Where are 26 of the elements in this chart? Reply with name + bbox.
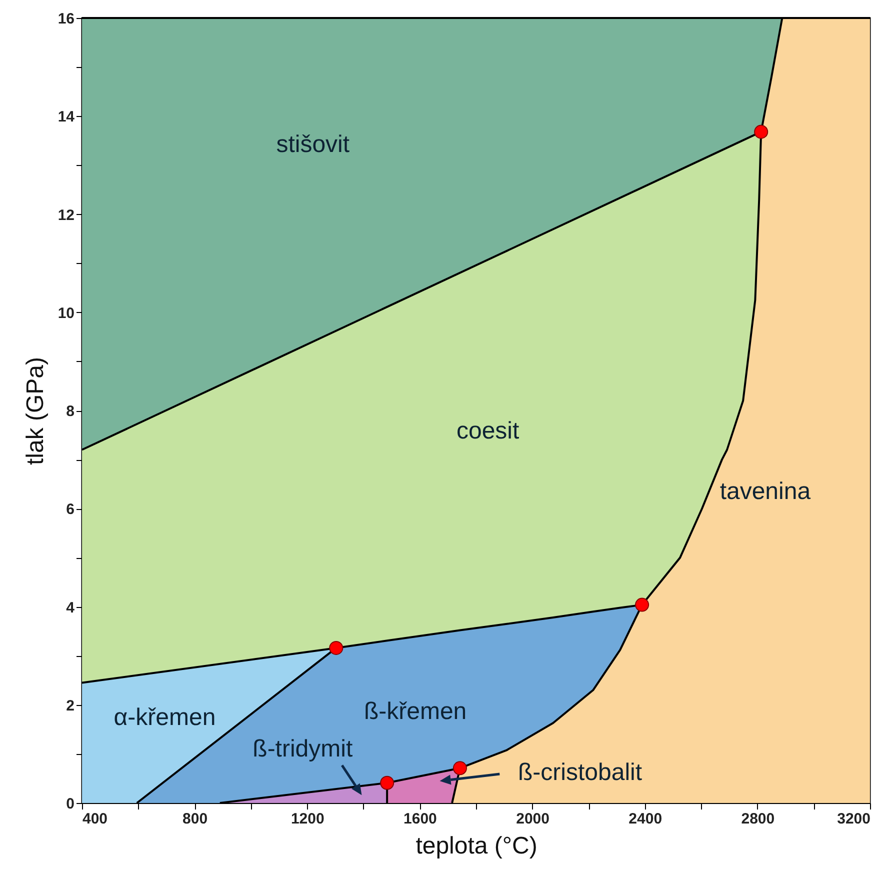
annotation: ß-tridymit (252, 736, 353, 763)
y-tick-label: 14 (58, 108, 76, 126)
x-tick-label: 800 (182, 810, 208, 828)
y-tick-label: 0 (66, 796, 74, 812)
x-tick-label: 400 (82, 810, 108, 828)
annotation: α-křemen (114, 704, 216, 732)
y-tick-label: 10 (58, 304, 74, 322)
annotation: stišovit (276, 131, 350, 158)
y-tick-label: 8 (66, 403, 74, 420)
annotation: tavenina (720, 478, 812, 506)
annotation: ß-cristobalit (518, 759, 642, 786)
x-tick-label: 1200 (290, 810, 324, 828)
x-tick-label: 1600 (404, 810, 437, 828)
x-axis-title: teplota (°C) (416, 832, 538, 860)
y-tick-label: 2 (66, 697, 74, 714)
x-tick-label: 2800 (741, 810, 775, 828)
y-tick-label: 4 (66, 599, 76, 616)
x-tick-label: 3200 (837, 810, 870, 828)
x-tick-label: 2400 (628, 810, 662, 828)
x-tick-label: 2000 (516, 810, 550, 828)
y-tick-label: 16 (58, 10, 74, 28)
annotation: coesit (456, 418, 520, 445)
y-tick-label: 6 (66, 501, 74, 518)
annotation: ß-křemen (364, 698, 467, 725)
y-tick-label: 12 (58, 206, 74, 224)
y-axis-title: tlak (GPa) (22, 356, 49, 466)
